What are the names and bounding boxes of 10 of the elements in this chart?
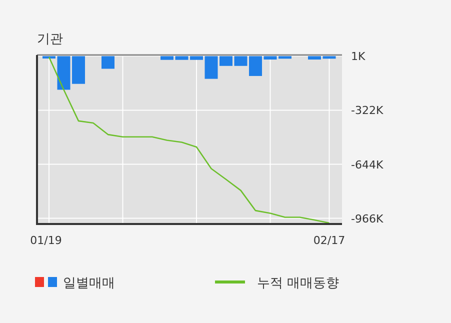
y-tick-label: -322K (351, 104, 384, 118)
y-tick-label: 1K (351, 50, 366, 64)
legend-label: 일별매매 (63, 276, 115, 291)
chart-title: 기관 (37, 32, 63, 47)
line-series (48, 56, 330, 224)
x-tick-label: 01/19 (30, 234, 62, 247)
y-tick-label: -644K (351, 158, 384, 172)
y-tick-label: -966K (351, 212, 384, 226)
x-tick-label: 02/17 (313, 234, 346, 247)
legend-label: 누적 매매동향 (257, 276, 340, 291)
